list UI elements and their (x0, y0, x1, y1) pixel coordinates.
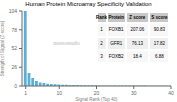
svg-text:20: 20 (94, 90, 100, 96)
html-text:FOXB2: FOXB2 (108, 53, 124, 59)
svg-text:1: 1 (24, 90, 27, 96)
svg-text:40: 40 (168, 90, 174, 96)
html-text:17.82: 17.82 (153, 40, 165, 46)
html-text:S score: S score (151, 15, 168, 21)
html-text:18.4: 18.4 (133, 53, 142, 59)
html-text:GFR1: GFR1 (110, 40, 123, 46)
html-text:207.06: 207.06 (130, 27, 145, 33)
svg-text:0: 0 (14, 83, 17, 89)
svg-text:78: 78 (11, 27, 17, 33)
svg-text:104: 104 (9, 8, 18, 14)
svg-text:10: 10 (56, 90, 62, 96)
html-text:1: 1 (100, 27, 103, 33)
html-text:2: 2 (100, 40, 103, 46)
html-text:6.88: 6.88 (154, 53, 164, 59)
svg-text:Strength of Signal (Z-score): Strength of Signal (Z-score) (0, 20, 5, 76)
html-text:76.13: 76.13 (131, 40, 143, 46)
html-text:Z score: Z score (129, 15, 146, 21)
html-text:Human Protein Microarray Speci: Human Protein Microarray Specificity Val… (25, 1, 152, 7)
svg-text:26: 26 (11, 64, 17, 70)
svg-text:Signal Rank (Top 40): Signal Rank (Top 40) (75, 97, 118, 102)
html-text:3: 3 (100, 53, 103, 59)
svg-text:30: 30 (131, 90, 137, 96)
svg-text:52: 52 (11, 45, 17, 51)
html-text:monomabs: monomabs (53, 39, 81, 46)
html-text:Rank Protein: Rank Protein (96, 15, 124, 21)
html-text:FOXB1: FOXB1 (108, 27, 124, 33)
html-text:90.83: 90.83 (153, 27, 165, 33)
